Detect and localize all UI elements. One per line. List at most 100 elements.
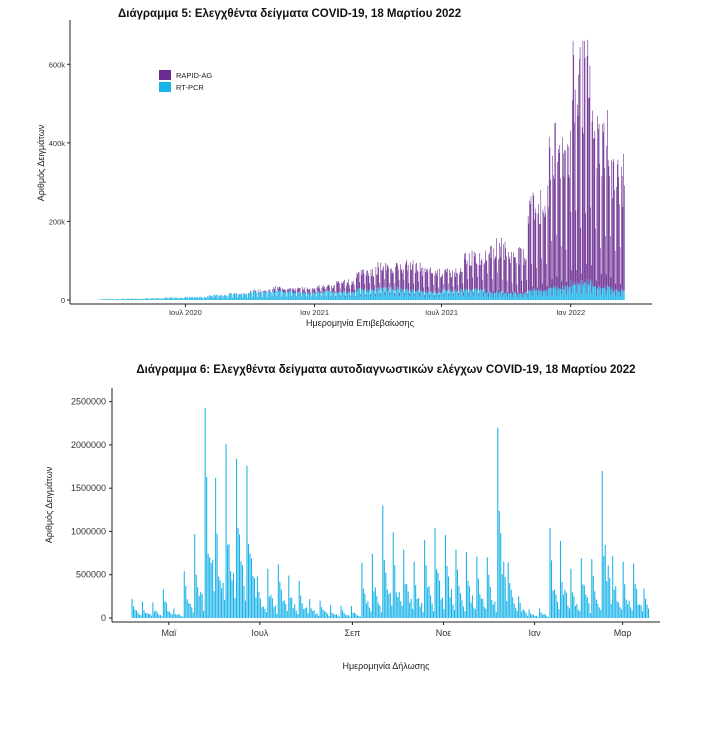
bar-rapid-ag [269,289,271,291]
bar-self-test [225,444,227,618]
bar-rt-pcr [474,288,476,300]
bar-rt-pcr [503,293,504,300]
bar-rapid-ag [322,285,323,292]
bar-self-test [244,600,247,618]
x-tick-label: Ιαν 2022 [556,308,585,317]
bar-rapid-ag [452,286,454,292]
bar-rt-pcr [245,294,247,300]
bar-rt-pcr [353,292,354,300]
bar-rapid-ag [334,285,335,292]
bar-rt-pcr [500,293,502,300]
bar-self-test [439,580,441,618]
bar-rapid-ag [442,283,444,291]
bar-rt-pcr [130,298,132,300]
bar-rt-pcr [355,291,357,300]
bar-self-test [585,594,587,618]
bar-rt-pcr [498,292,499,300]
bar-rapid-ag [397,265,398,288]
bar-self-test [346,615,348,618]
bar-rapid-ag [398,280,400,291]
bar-rapid-ag [567,144,568,286]
bar-self-test [355,614,357,618]
bar-rapid-ag [562,153,564,290]
bar-rapid-ag [445,269,446,289]
bar-rt-pcr [520,293,521,300]
bar-self-test [353,612,355,618]
bar-rt-pcr [242,293,244,300]
bar-rt-pcr [459,289,461,300]
bar-rt-pcr [105,299,107,300]
bar-rt-pcr [226,295,227,300]
bar-rt-pcr [216,294,217,300]
bar-rapid-ag [379,282,380,291]
bar-rapid-ag [369,283,370,290]
bar-rt-pcr [448,295,450,300]
bar-rt-pcr [604,286,605,300]
bar-rt-pcr [456,290,458,300]
bar-rapid-ag [551,279,553,296]
bar-rt-pcr [603,288,605,300]
bar-self-test [597,603,599,618]
bar-rt-pcr [429,293,431,300]
bar-rt-pcr [426,293,428,300]
bar-rt-pcr [253,292,255,300]
bar-rapid-ag [431,273,432,293]
bar-rapid-ag [611,159,612,288]
chart-5-bars [97,39,625,300]
bar-rapid-ag [287,290,289,293]
bar-rapid-ag [388,267,389,291]
bar-rt-pcr [221,295,223,300]
bar-rapid-ag [344,288,346,292]
bar-rapid-ag [536,287,538,296]
bar-rapid-ag [617,159,619,291]
bar-rt-pcr [179,297,181,300]
bar-rapid-ag [272,289,274,293]
bar-rt-pcr [125,298,127,300]
bar-self-test [259,598,261,618]
bar-rapid-ag [382,268,384,288]
bar-rt-pcr [461,292,463,300]
bar-rapid-ag [416,262,417,292]
bar-rt-pcr [306,296,307,300]
bar-self-test [385,572,387,618]
bar-rt-pcr [459,291,460,300]
bar-rt-pcr [265,292,267,300]
bar-rt-pcr [374,291,375,300]
bar-rapid-ag [435,272,437,294]
bar-self-test [501,574,503,618]
bar-self-test [230,571,232,618]
bar-rapid-ag [560,178,561,290]
bar-self-test [246,465,248,618]
bar-rt-pcr [191,297,192,300]
bar-rapid-ag [579,58,580,284]
bar-rt-pcr [116,299,118,300]
bar-rt-pcr [398,290,400,300]
bar-rapid-ag [527,215,529,292]
bar-rapid-ag [557,161,558,288]
bar-rt-pcr [220,295,222,300]
bar-self-test [307,613,309,618]
bar-rapid-ag [465,252,467,289]
bar-self-test [264,608,266,618]
bar-rt-pcr [184,297,185,300]
bar-self-test [382,505,384,618]
bar-self-test [177,614,179,618]
bar-self-test [643,588,645,618]
bar-rt-pcr [472,289,474,300]
bar-rt-pcr [215,294,217,300]
bar-rapid-ag [371,275,372,290]
bar-self-test [388,594,390,618]
bar-rapid-ag [421,276,423,292]
bar-rt-pcr [544,290,545,300]
bar-self-test [150,615,152,618]
bar-self-test [570,568,572,618]
bar-self-test [553,589,556,618]
bar-rt-pcr [467,291,469,300]
bar-rapid-ag [581,273,582,295]
bar-rapid-ag [381,270,382,288]
bar-self-test [280,589,282,618]
bar-rapid-ag [525,260,526,294]
bar-rt-pcr [431,292,432,300]
bar-rt-pcr [601,288,603,300]
bar-rt-pcr [230,293,231,300]
